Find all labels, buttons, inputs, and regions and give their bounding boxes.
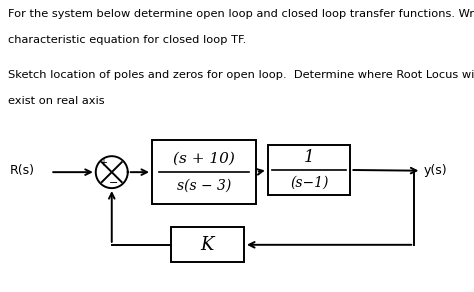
- Text: y(s): y(s): [424, 164, 447, 177]
- Text: (s + 10): (s + 10): [173, 151, 235, 165]
- Text: For the system below determine open loop and closed loop transfer functions. Wri: For the system below determine open loop…: [8, 9, 474, 19]
- Bar: [268, 145, 350, 195]
- Text: 1: 1: [304, 149, 314, 166]
- Text: (s−1): (s−1): [290, 175, 328, 189]
- Text: −: −: [109, 178, 118, 187]
- Text: +: +: [99, 158, 107, 168]
- Text: exist on real axis: exist on real axis: [8, 96, 104, 106]
- Text: R(s): R(s): [10, 164, 35, 177]
- Bar: [152, 140, 256, 204]
- Text: s(s − 3): s(s − 3): [177, 179, 231, 193]
- Bar: [171, 227, 244, 262]
- Text: characteristic equation for closed loop TF.: characteristic equation for closed loop …: [8, 35, 246, 45]
- Text: Sketch location of poles and zeros for open loop.  Determine where Root Locus wi: Sketch location of poles and zeros for o…: [8, 70, 474, 80]
- Text: K: K: [201, 236, 214, 254]
